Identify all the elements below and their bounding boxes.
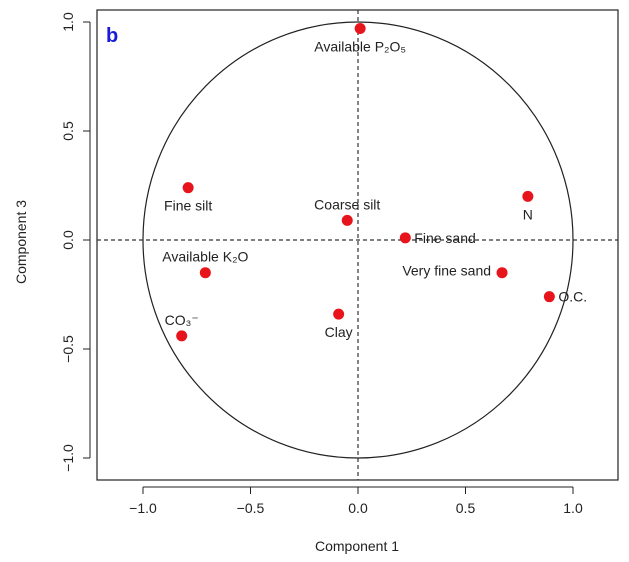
unit-circle [142, 21, 574, 459]
data-point [399, 232, 411, 244]
x-tick-label: 0.0 [348, 500, 368, 516]
data-point-label: Fine sand [414, 230, 475, 246]
y-tick-label: 1.0 [60, 12, 76, 32]
y-tick-label: 0.5 [60, 121, 76, 141]
y-axis-title: Component 3 [13, 200, 29, 284]
data-point-label: Very fine sand [402, 263, 491, 279]
data-points: Available P₂O₅ Fine silt Coarse silt N Fine … [162, 23, 587, 342]
reference-lines [97, 10, 618, 480]
data-point [182, 182, 194, 194]
data-point [496, 267, 508, 279]
data-point [522, 190, 534, 202]
data-point [354, 23, 366, 35]
data-point [341, 214, 353, 226]
x-tick-label: −1.0 [129, 500, 157, 516]
data-point-label: CO₃⁻ [165, 312, 199, 328]
data-point [199, 267, 211, 279]
x-tick-label: 0.5 [456, 500, 476, 516]
data-point-label: Available K₂O [162, 249, 248, 265]
data-point-label: Clay [325, 324, 353, 340]
data-point-label: N [523, 206, 533, 222]
data-point [176, 330, 188, 342]
panel-label: b [106, 25, 118, 47]
data-point-label: Available P₂O₅ [314, 39, 406, 55]
x-tick-label: −0.5 [237, 500, 265, 516]
x-tick-label: 1.0 [563, 500, 583, 516]
y-tick-label: 0.0 [60, 230, 76, 250]
data-point [543, 291, 555, 303]
x-axis: −1.0 −0.5 0.0 0.5 1.0 [129, 486, 583, 516]
data-point-label: Coarse silt [314, 196, 380, 212]
y-axis: −1.0 −0.5 0.0 0.5 1.0 [60, 12, 91, 472]
data-point-label: Fine silt [164, 198, 212, 214]
x-axis-title: Component 1 [315, 538, 399, 554]
y-tick-label: −0.5 [60, 335, 76, 363]
y-tick-label: −1.0 [60, 444, 76, 472]
data-point-label: O.C. [558, 289, 587, 305]
data-point [333, 308, 345, 320]
